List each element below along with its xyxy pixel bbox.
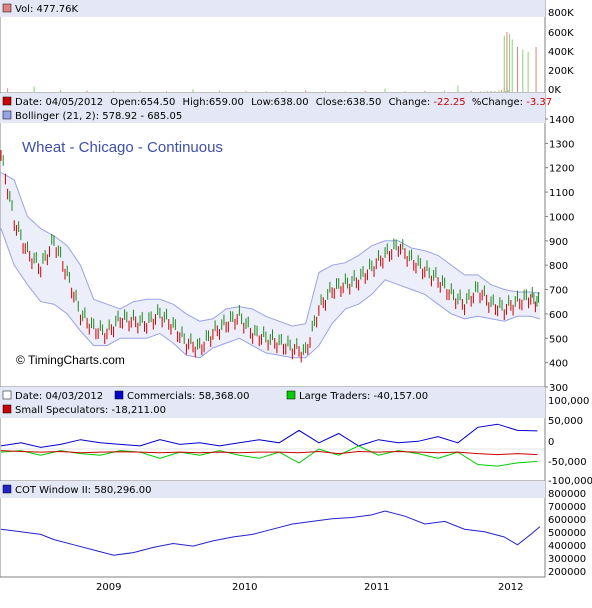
- price-header: [0, 93, 545, 123]
- small-speculators-line: [0, 450, 538, 456]
- cot-window-tick: 300000: [548, 554, 586, 565]
- cot-window-tick: 800000: [548, 489, 586, 500]
- price-pct-label: %Change:: [472, 97, 523, 108]
- price-tick: 1100: [549, 188, 574, 199]
- volume-tick: 800K: [548, 8, 574, 19]
- cot-window-tick: 200000: [548, 567, 586, 578]
- cot-tick: -100,000: [548, 476, 592, 487]
- price-pct-value: -3.37: [526, 97, 552, 108]
- price-date: Date: 04/05/2012: [15, 97, 103, 108]
- volume-label: Vol: 477.76K: [15, 4, 78, 15]
- price-panel: Date: 04/05/2012 Open:654.50 High:659.00…: [0, 92, 574, 394]
- bollinger-legend-swatch: [2, 110, 12, 120]
- cot-axis: 100,000 50,000 0 -50,000 -100,000: [548, 396, 592, 487]
- price-tick: 700: [549, 286, 568, 297]
- x-tick: 2011: [364, 582, 389, 593]
- cot-tick: 50,000: [548, 416, 583, 427]
- price-tick: 300: [549, 383, 568, 394]
- cot-window-tick: 400000: [548, 541, 586, 552]
- price-high: High:659.00: [183, 97, 244, 108]
- volume-tick: 200K: [548, 66, 574, 77]
- price-tick: 600: [549, 310, 568, 321]
- cot-tick: 100,000: [548, 396, 589, 407]
- cot-lines: [0, 423, 545, 467]
- price-legend-swatch: [2, 96, 12, 106]
- large-traders-line: [0, 445, 538, 467]
- volume-tick: 0K: [548, 85, 561, 96]
- commercials-line: [0, 423, 538, 448]
- price-header-text: Date: 04/05/2012 Open:654.50 High:659.00…: [15, 97, 552, 108]
- x-tick: 2009: [96, 582, 121, 593]
- price-tick: 800: [549, 261, 568, 272]
- bollinger-lower-line: [0, 228, 541, 359]
- large-traders-swatch: [286, 390, 296, 400]
- volume-legend-swatch: [2, 3, 12, 13]
- cot-date: Date: 04/03/2012: [15, 391, 103, 402]
- cot-tick: -50,000: [548, 457, 587, 468]
- cot-window-swatch: [2, 484, 12, 494]
- bollinger-upper-line: [0, 172, 541, 327]
- volume-axis: 800K 600K 400K 200K 0K: [548, 8, 574, 96]
- cot-window-axis: 800000 700000 600000 500000 400000 30000…: [548, 489, 586, 578]
- cot-window-label: COT Window II: 580,296.00: [15, 485, 151, 496]
- price-tick: 500: [549, 334, 568, 345]
- price-open: Open:654.50: [110, 97, 175, 108]
- cot-commercials: Commercials: 58,368.00: [127, 391, 249, 402]
- commercials-swatch: [114, 390, 124, 400]
- bollinger-band-fill: [1, 172, 540, 358]
- price-change-label: Change:: [389, 97, 431, 108]
- cot-small-speculators: Small Speculators: -18,211.00: [15, 405, 166, 416]
- price-tick: 1300: [549, 139, 574, 150]
- price-tick: 1000: [549, 212, 574, 223]
- cot-header: [0, 387, 545, 418]
- watermark: © TimingCharts.com: [16, 353, 125, 367]
- cot-window-header: [0, 481, 545, 498]
- volume-bars: [7, 32, 537, 92]
- price-change-value: -22.25: [433, 97, 465, 108]
- cot-window-tick: 700000: [548, 502, 586, 513]
- cot-window-panel: COT Window II: 580,296.00 800000 700000 …: [0, 480, 586, 578]
- volume-panel: Vol: 477.76K 800K 600K 400K 200K 0K: [0, 0, 574, 96]
- price-tick: 1200: [549, 164, 574, 175]
- cot-tick: 0: [548, 437, 554, 448]
- price-tick: 900: [549, 237, 568, 248]
- cot-window-line: [0, 510, 541, 556]
- volume-tick: 400K: [548, 47, 574, 58]
- cot-date-swatch: [2, 390, 12, 400]
- small-speculators-swatch: [2, 404, 12, 414]
- x-tick: 2010: [232, 582, 257, 593]
- price-bars: [0, 150, 539, 363]
- price-tick: 1400: [549, 115, 574, 126]
- cot-window-tick: 600000: [548, 515, 586, 526]
- x-axis: 2009 2010 2011 2012: [0, 576, 545, 593]
- bollinger-label: Bollinger (21, 2): 578.92 - 685.05: [15, 111, 182, 122]
- cot-panel: Date: 04/03/2012 Commercials: 58,368.00 …: [0, 386, 592, 487]
- volume-header: [0, 0, 545, 17]
- x-tick: 2012: [498, 582, 523, 593]
- price-close: Close:638.50: [316, 97, 382, 108]
- price-tick: 400: [549, 359, 568, 370]
- price-low: Low:638.00: [251, 97, 309, 108]
- price-axis: 1400 1300 1200 1100 1000 900 800 700 600 500 400 30…: [545, 115, 574, 394]
- volume-tick: 600K: [548, 28, 574, 39]
- cot-large-traders: Large Traders: -40,157.00: [299, 391, 428, 402]
- cot-window-tick: 500000: [548, 528, 586, 539]
- chart-title: Wheat - Chicago - Continuous: [22, 139, 223, 156]
